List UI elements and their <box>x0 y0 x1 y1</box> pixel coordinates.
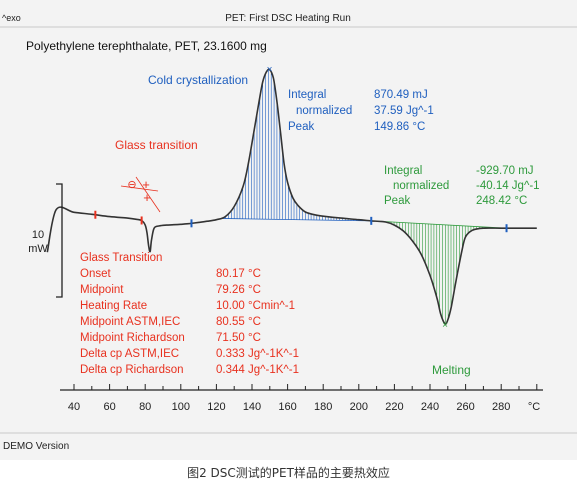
x-tick-label: 100 <box>172 401 190 413</box>
melting-peak-marker: × <box>442 320 448 331</box>
cold-crystallization-integral-area <box>222 70 372 221</box>
melt-normalized-label: normalized <box>393 180 449 192</box>
cold-crystallization-results: Integral 870.49 mJ normalized 37.59 Jg^-… <box>288 89 434 133</box>
dsc-chart: ^exo PET: First DSC Heating Run Polyethy… <box>0 13 577 434</box>
glass-detail-label: Delta cp Richardson <box>80 364 184 376</box>
melt-peak-value: 248.42 °C <box>476 195 527 207</box>
x-tick-label: 160 <box>278 401 296 413</box>
run-title: PET: First DSC Heating Run <box>225 13 351 24</box>
glass-detail-value: 80.17 °C <box>216 268 261 280</box>
plot-frame <box>0 0 577 460</box>
melt-integral-value: -929.70 mJ <box>476 165 534 177</box>
glass-detail-value: 80.55 °C <box>216 316 261 328</box>
cold-peak-value: 149.86 °C <box>374 121 425 133</box>
glass-onset-marker: ⊖ <box>127 179 136 191</box>
glass-detail-value: 79.26 °C <box>216 284 261 296</box>
x-tick-label: 60 <box>103 401 115 413</box>
dsc-curve <box>46 68 537 325</box>
x-tick-label: 200 <box>350 401 368 413</box>
glass-detail-value: 10.00 °Cmin^-1 <box>216 300 295 312</box>
melt-normalized-value: -40.14 Jg^-1 <box>476 180 540 192</box>
x-tick-label: 40 <box>68 401 80 413</box>
x-tick-label: 120 <box>207 401 225 413</box>
melt-integral-label: Integral <box>384 165 422 177</box>
cold-integral-label: Integral <box>288 89 326 101</box>
exo-label: ^exo <box>2 13 21 23</box>
scale-bar-value: 10 <box>32 229 44 241</box>
melting-baseline <box>371 220 507 229</box>
scale-bar-unit: mW <box>28 243 48 255</box>
glass-endset-marker: + <box>143 190 151 205</box>
glass-details-title: Glass Transition <box>80 252 162 264</box>
glass-detail-value: 0.344 Jg^-1K^-1 <box>216 364 299 376</box>
glass-detail-label: Midpoint <box>80 284 124 296</box>
x-tick-label: 80 <box>139 401 151 413</box>
x-tick-label: 280 <box>492 401 510 413</box>
glass-transition-details: Glass Transition Onset 80.17 °C Midpoint… <box>80 252 299 376</box>
x-tick-label: 140 <box>243 401 261 413</box>
melting-results: Integral -929.70 mJ normalized -40.14 Jg… <box>384 165 540 207</box>
glass-detail-value: 71.50 °C <box>216 332 261 344</box>
glass-detail-label: Midpoint Richardson <box>80 332 185 344</box>
cold-normalized-label: normalized <box>296 105 352 117</box>
glass-midpoint-marker: + <box>142 177 150 192</box>
melting-integral-area <box>373 221 506 324</box>
demo-version-label: DEMO Version <box>3 441 70 452</box>
x-tick-label: 260 <box>456 401 474 413</box>
sample-title: Polyethylene terephthalate, PET, 23.1600… <box>26 39 267 53</box>
x-axis: 40 60 80 100 120 140 160 180 200 220 240 260 280 <box>68 384 538 413</box>
glass-detail-label: Onset <box>80 268 111 280</box>
x-tick-label: 220 <box>385 401 403 413</box>
x-tick-label: 180 <box>314 401 332 413</box>
glass-transition-tangent-upper <box>120 185 159 192</box>
glass-detail-label: Midpoint ASTM,IEC <box>80 316 180 328</box>
cold-crystallization-peak-marker: × <box>267 65 273 76</box>
glass-detail-label: Heating Rate <box>80 300 147 312</box>
cold-crystallization-baseline <box>219 218 372 222</box>
x-axis-unit: °C <box>528 401 540 413</box>
melting-label: Melting <box>432 363 471 377</box>
glass-transition-tangent-steep <box>135 176 161 213</box>
scale-bar <box>56 183 63 298</box>
cold-normalized-value: 37.59 Jg^-1 <box>374 105 434 117</box>
cold-crystallization-label: Cold crystallization <box>148 73 248 87</box>
glass-detail-value: 0.333 Jg^-1K^-1 <box>216 348 299 360</box>
cold-peak-label: Peak <box>288 121 314 133</box>
figure-caption: 图2 DSC测试的PET样品的主要热效应 <box>187 466 390 480</box>
cold-integral-value: 870.49 mJ <box>374 89 428 101</box>
melt-peak-label: Peak <box>384 195 410 207</box>
glass-detail-label: Delta cp ASTM,IEC <box>80 348 179 360</box>
x-tick-label: 240 <box>421 401 439 413</box>
glass-transition-label: Glass transition <box>115 138 198 152</box>
